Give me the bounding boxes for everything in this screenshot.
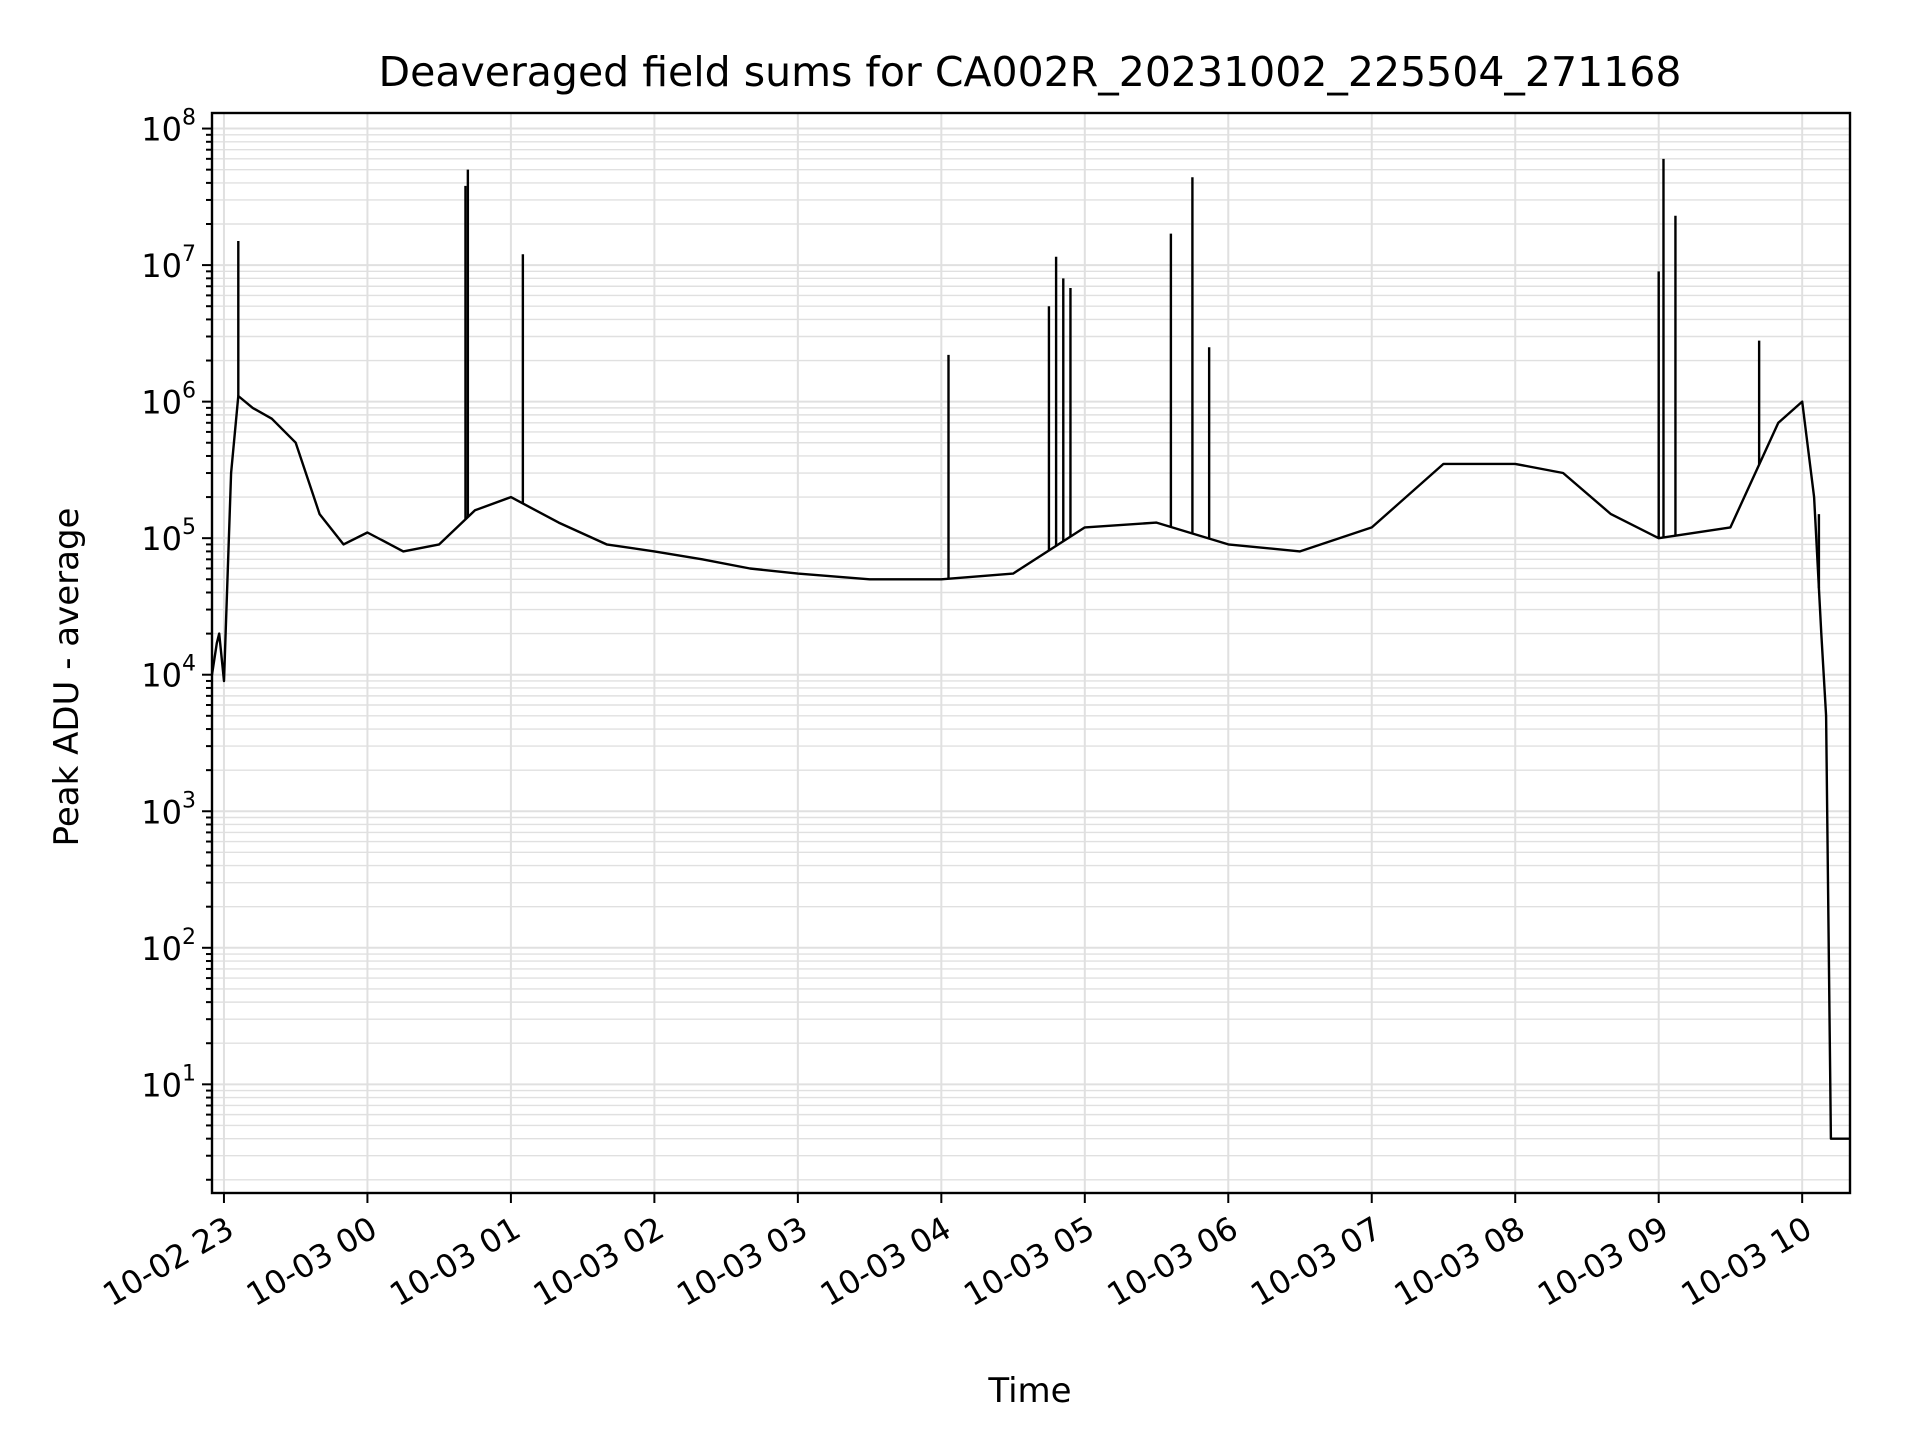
y-tick-exponent: 3 [182, 788, 196, 813]
y-tick-base: 10 [141, 520, 182, 558]
y-tick-exponent: 4 [182, 652, 196, 677]
y-tick-label: 108 [141, 106, 196, 149]
grid [212, 113, 1850, 1193]
y-tick-exponent: 1 [182, 1061, 196, 1086]
y-tick-base: 10 [141, 1066, 182, 1104]
y-tick-label: 105 [141, 515, 196, 558]
y-tick-base: 10 [141, 793, 182, 831]
y-tick-exponent: 6 [182, 379, 196, 404]
y-tick-exponent: 7 [182, 242, 196, 267]
y-tick-label: 107 [141, 242, 196, 285]
axes [202, 111, 1852, 1203]
y-axis-label: Peak ADU - average [47, 508, 87, 847]
x-axis-label: Time [987, 1371, 1071, 1411]
series-line [210, 394, 1850, 1140]
y-tick-exponent: 5 [182, 515, 196, 540]
y-tick-exponent: 2 [182, 925, 196, 950]
y-tick-label: 101 [141, 1061, 196, 1104]
y-tick-label: 106 [141, 379, 196, 422]
y-tick-label: 103 [141, 788, 196, 831]
y-tick-label: 104 [141, 652, 196, 695]
series-layer [210, 158, 1850, 1140]
y-tick-base: 10 [141, 657, 182, 695]
y-tick-base: 10 [141, 111, 182, 149]
chart-title: Deaveraged field sums for CA002R_2023100… [379, 48, 1682, 96]
y-tick-base: 10 [141, 247, 182, 285]
y-tick-base: 10 [141, 384, 182, 422]
y-tick-exponent: 8 [182, 106, 196, 131]
plot-frame [210, 111, 1852, 1195]
y-tick-label: 102 [141, 925, 196, 968]
y-tick-base: 10 [141, 930, 182, 968]
